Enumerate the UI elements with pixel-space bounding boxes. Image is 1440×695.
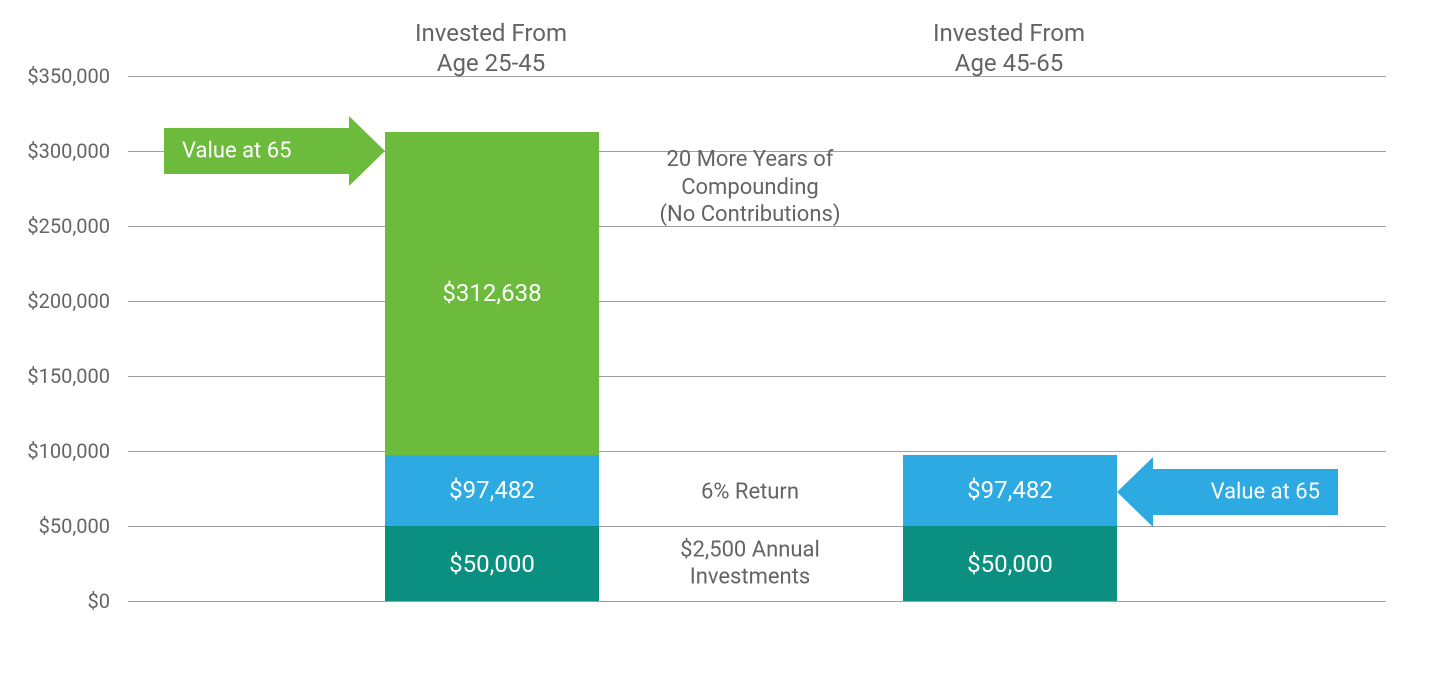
- bar-segment-late-investment: $50,000: [903, 526, 1117, 601]
- bar-segment-early-return: $97,482: [385, 455, 599, 526]
- mid-label-1: 6% Return: [600, 478, 900, 506]
- arrow-right: Value at 65: [1117, 457, 1338, 527]
- gridline: [128, 376, 1386, 377]
- y-axis-label: $50,000: [0, 514, 110, 538]
- y-axis-label: $100,000: [0, 439, 110, 463]
- bar-early: $50,000$97,482$312,638: [385, 0, 599, 695]
- bar-late: $50,000$97,482: [903, 0, 1117, 695]
- gridline: [128, 76, 1386, 77]
- gridline: [128, 451, 1386, 452]
- y-axis-label: $200,000: [0, 289, 110, 313]
- arrow-label-right: Value at 65: [1211, 479, 1320, 504]
- gridline: [128, 601, 1386, 602]
- bar-segment-early-compound: $312,638: [385, 132, 599, 455]
- gridline: [128, 301, 1386, 302]
- compounding-chart: $0 $50,000 $100,000 $150,000 $200,000 $250,00…: [0, 0, 1440, 695]
- arrow-left: Value at 65: [164, 116, 385, 186]
- mid-label-0: 20 More Years ofCompounding(No Contribut…: [600, 146, 900, 229]
- bar-segment-late-return: $97,482: [903, 455, 1117, 526]
- bar-segment-early-investment: $50,000: [385, 526, 599, 601]
- y-axis-label: $250,000: [0, 214, 110, 238]
- arrow-label-left: Value at 65: [182, 139, 291, 164]
- mid-label-2: $2,500 AnnualInvestments: [600, 536, 900, 591]
- y-axis-label: $150,000: [0, 364, 110, 388]
- y-axis-label: $0: [0, 589, 110, 613]
- y-axis-label: $350,000: [0, 64, 110, 88]
- y-axis-label: $300,000: [0, 139, 110, 163]
